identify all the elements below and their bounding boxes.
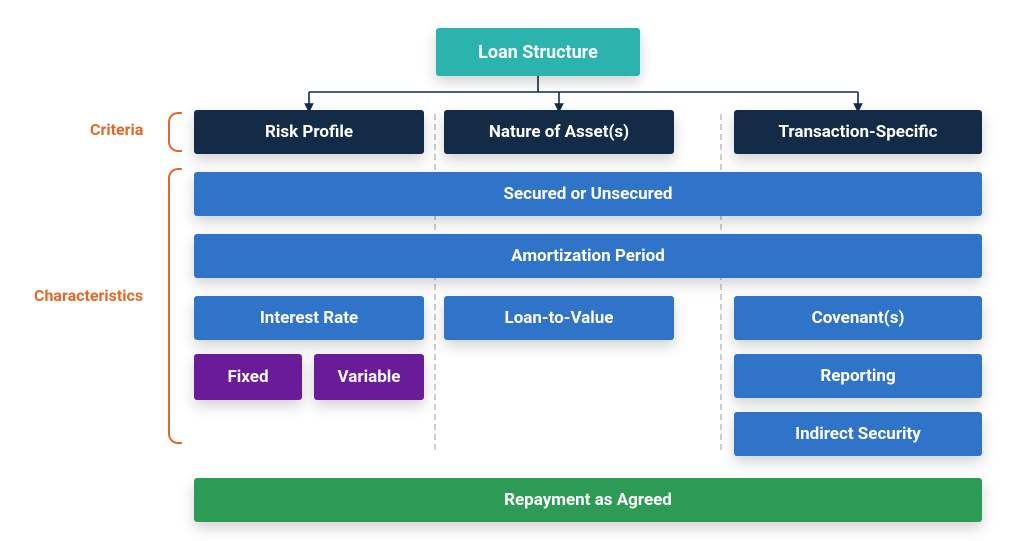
side-label-criteria: Criteria — [90, 120, 143, 139]
criteria-label: Transaction-Specific — [778, 122, 937, 142]
bracket-characteristics — [168, 168, 182, 444]
characteristic-label: Secured or Unsecured — [504, 184, 673, 204]
criteria-node: Risk Profile — [194, 110, 424, 154]
sub-label: Variable — [338, 367, 401, 387]
characteristic-label: Covenant(s) — [812, 308, 905, 328]
column-divider — [434, 114, 436, 450]
characteristic-node: Secured or Unsecured — [194, 172, 982, 216]
sub-node: Fixed — [194, 354, 302, 400]
root-node: Loan Structure — [436, 28, 640, 76]
side-label-characteristics: Characteristics — [34, 286, 143, 305]
characteristic-node: Amortization Period — [194, 234, 982, 278]
characteristic-node: Covenant(s) — [734, 296, 982, 340]
characteristic-label: Amortization Period — [511, 246, 665, 266]
criteria-node: Transaction-Specific — [734, 110, 982, 154]
side-label-criteria-text: Criteria — [90, 120, 143, 139]
criteria-label: Nature of Asset(s) — [489, 122, 629, 142]
criteria-node: Nature of Asset(s) — [444, 110, 674, 154]
characteristic-label: Reporting — [820, 366, 895, 386]
characteristic-node: Reporting — [734, 354, 982, 398]
root-label: Loan Structure — [478, 42, 598, 63]
characteristic-label: Interest Rate — [260, 308, 358, 328]
characteristic-node: Indirect Security — [734, 412, 982, 456]
connector-group — [309, 76, 858, 108]
bracket-criteria — [168, 112, 182, 152]
side-label-characteristics-text: Characteristics — [34, 286, 143, 305]
criteria-label: Risk Profile — [265, 122, 353, 142]
column-divider — [720, 114, 722, 450]
footer-label: Repayment as Agreed — [504, 490, 672, 510]
characteristic-node: Interest Rate — [194, 296, 424, 340]
characteristic-label: Indirect Security — [795, 424, 921, 444]
sub-node: Variable — [314, 354, 424, 400]
footer-node: Repayment as Agreed — [194, 478, 982, 522]
characteristic-label: Loan-to-Value — [505, 308, 614, 328]
sub-label: Fixed — [227, 367, 268, 387]
characteristic-node: Loan-to-Value — [444, 296, 674, 340]
